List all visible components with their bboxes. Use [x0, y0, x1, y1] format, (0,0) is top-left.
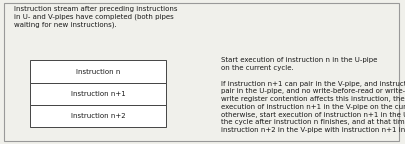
Text: Instruction stream after preceding instructions
in U- and V-pipes have completed: Instruction stream after preceding instr…: [14, 6, 178, 28]
Bar: [30, 83, 166, 105]
Text: If instruction n+1 can pair in the V-pipe, and instruction n can
pair in the U-p: If instruction n+1 can pair in the V-pip…: [221, 81, 405, 133]
Text: Instruction n: Instruction n: [76, 69, 120, 75]
Text: Start execution of instruction n in the U-pipe
on the current cycle.: Start execution of instruction n in the …: [221, 57, 377, 71]
Text: Instruction n+2: Instruction n+2: [71, 113, 126, 119]
Bar: [30, 105, 166, 127]
Bar: [30, 60, 166, 83]
Text: Instruction n+1: Instruction n+1: [71, 91, 126, 97]
